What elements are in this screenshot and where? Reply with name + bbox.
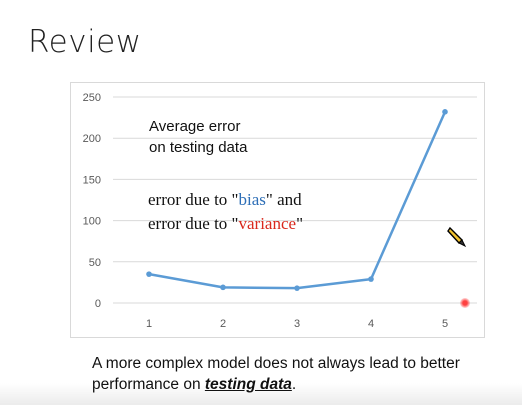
bias-prefix: error due to "	[148, 190, 239, 209]
data-point	[146, 271, 152, 277]
variance-line: error due to "variance"	[148, 213, 303, 235]
bottom-caption: A more complex model does not always lea…	[92, 353, 512, 395]
variance-prefix: error due to "	[148, 214, 239, 233]
x-tick-label: 2	[220, 318, 226, 330]
bottom-text-emphasis: testing data	[205, 376, 292, 393]
x-tick-label: 1	[146, 318, 152, 330]
variance-suffix: "	[296, 214, 304, 233]
x-tick-label: 3	[294, 318, 300, 330]
variance-word: variance	[238, 214, 297, 233]
x-tick-label: 4	[368, 318, 374, 330]
pen-cursor-icon	[447, 226, 467, 253]
annotation-line1: Average error	[149, 118, 241, 135]
x-tick-label: 5	[442, 318, 448, 330]
data-point	[294, 285, 300, 291]
line-chart: 0 50 100 150 200 250 1 2 3 4 5	[83, 92, 477, 330]
y-tick-label: 200	[83, 133, 101, 145]
y-tick-label: 250	[83, 92, 101, 104]
chart-frame: 0 50 100 150 200 250 1 2 3 4 5 Average error on te…	[70, 82, 485, 338]
data-point	[442, 109, 448, 115]
y-tick-label: 100	[83, 216, 101, 228]
bias-suffix: " and	[265, 190, 302, 209]
bottom-text-start: A more complex model does not always lea…	[92, 355, 460, 393]
bias-word: bias	[238, 190, 266, 209]
y-tick-label: 0	[95, 298, 101, 310]
slide-title: Review	[28, 24, 142, 60]
annotation-line2: on testing data	[149, 139, 248, 156]
laser-pointer-icon	[460, 298, 470, 308]
bottom-shadow	[0, 383, 522, 405]
y-tick-label: 50	[89, 257, 101, 269]
y-tick-label: 150	[83, 174, 101, 186]
data-point	[220, 284, 226, 291]
bias-line: error due to "bias" and	[148, 189, 302, 211]
bottom-text-end: .	[292, 376, 296, 393]
data-point	[368, 276, 374, 282]
